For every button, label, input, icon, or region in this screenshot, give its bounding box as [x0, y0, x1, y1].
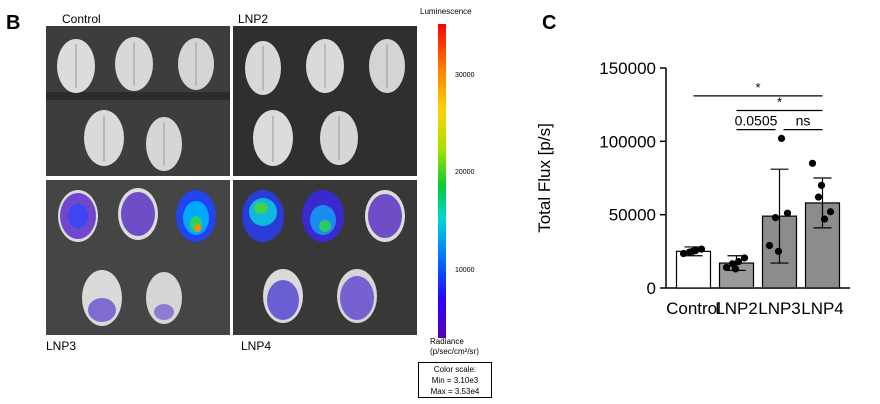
significance-label: 0.0505 — [735, 113, 778, 129]
image-quadrant-lnp3 — [46, 180, 230, 335]
panel-letter-b: B — [6, 12, 21, 34]
group-label-control: Control — [62, 12, 101, 26]
colorbar-tick-label: 10000 — [455, 266, 475, 274]
image-quadrant-control — [46, 26, 230, 176]
luminescence-colorbar — [438, 24, 446, 338]
data-point — [820, 215, 829, 223]
data-point — [679, 249, 688, 258]
data-point — [814, 193, 823, 201]
data-point — [826, 208, 835, 216]
data-point — [697, 245, 706, 253]
color-scale-min: Min = 3.10e3 — [431, 376, 479, 385]
brain-image-control — [46, 26, 230, 176]
group-label-lnp2: LNP2 — [238, 12, 269, 26]
data-point — [817, 181, 826, 189]
radiance-label-line1: Radiance — [430, 337, 464, 346]
image-quadrant-lnp2 — [233, 26, 417, 176]
group-label-lnp3: LNP3 — [46, 339, 77, 353]
brain-image-lnp3 — [46, 180, 230, 335]
y-tick-label: 150000 — [599, 59, 656, 78]
bar-control — [675, 250, 712, 289]
y-axis-label: Total Flux [p/s] — [535, 123, 554, 233]
significance-label: * — [755, 80, 760, 95]
x-tick-label: LNP2 — [715, 299, 758, 318]
data-point — [731, 265, 740, 273]
y-tick-label: 100000 — [599, 132, 656, 151]
data-point — [808, 159, 817, 167]
bar-chart: 0 50000 100000 150000 Total Flux [p/s] Contro… — [535, 59, 850, 318]
panel-letter-c: C — [542, 12, 557, 34]
significance-label: ns — [796, 113, 811, 129]
x-tick-label: LNP4 — [801, 299, 844, 318]
x-tick-label: LNP3 — [758, 299, 801, 318]
data-point — [734, 258, 743, 266]
color-scale-title: Color scale: — [433, 365, 477, 374]
x-tick-label: Control — [666, 299, 721, 318]
colorbar-radiance-label: Radiance (p/sec/cm²/sr) — [430, 337, 479, 357]
data-point — [777, 134, 786, 142]
image-quadrant-lnp4 — [233, 180, 417, 335]
y-tick-label: 50000 — [609, 206, 656, 225]
group-label-lnp4: LNP4 — [241, 339, 272, 353]
data-point — [688, 247, 697, 255]
data-point — [765, 241, 774, 250]
colorbar-title: Luminescence — [420, 7, 472, 16]
data-point — [740, 254, 749, 262]
data-point — [783, 209, 792, 217]
colorbar-tick-label: 20000 — [455, 169, 475, 177]
colorbar-tick-label: 30000 — [455, 71, 475, 79]
brain-image-lnp2 — [233, 26, 417, 176]
color-scale-max: Max = 3.53e4 — [430, 387, 480, 396]
significance-label: * — [777, 95, 782, 110]
y-tick-label: 0 — [647, 279, 656, 298]
data-point — [774, 247, 783, 255]
data-point — [771, 214, 780, 222]
brain-image-lnp4 — [233, 180, 417, 335]
data-point — [722, 263, 731, 272]
radiance-label-line2: (p/sec/cm²/sr) — [430, 347, 479, 356]
color-scale-box: Color scale: Min = 3.10e3 Max = 3.53e4 — [418, 362, 492, 398]
